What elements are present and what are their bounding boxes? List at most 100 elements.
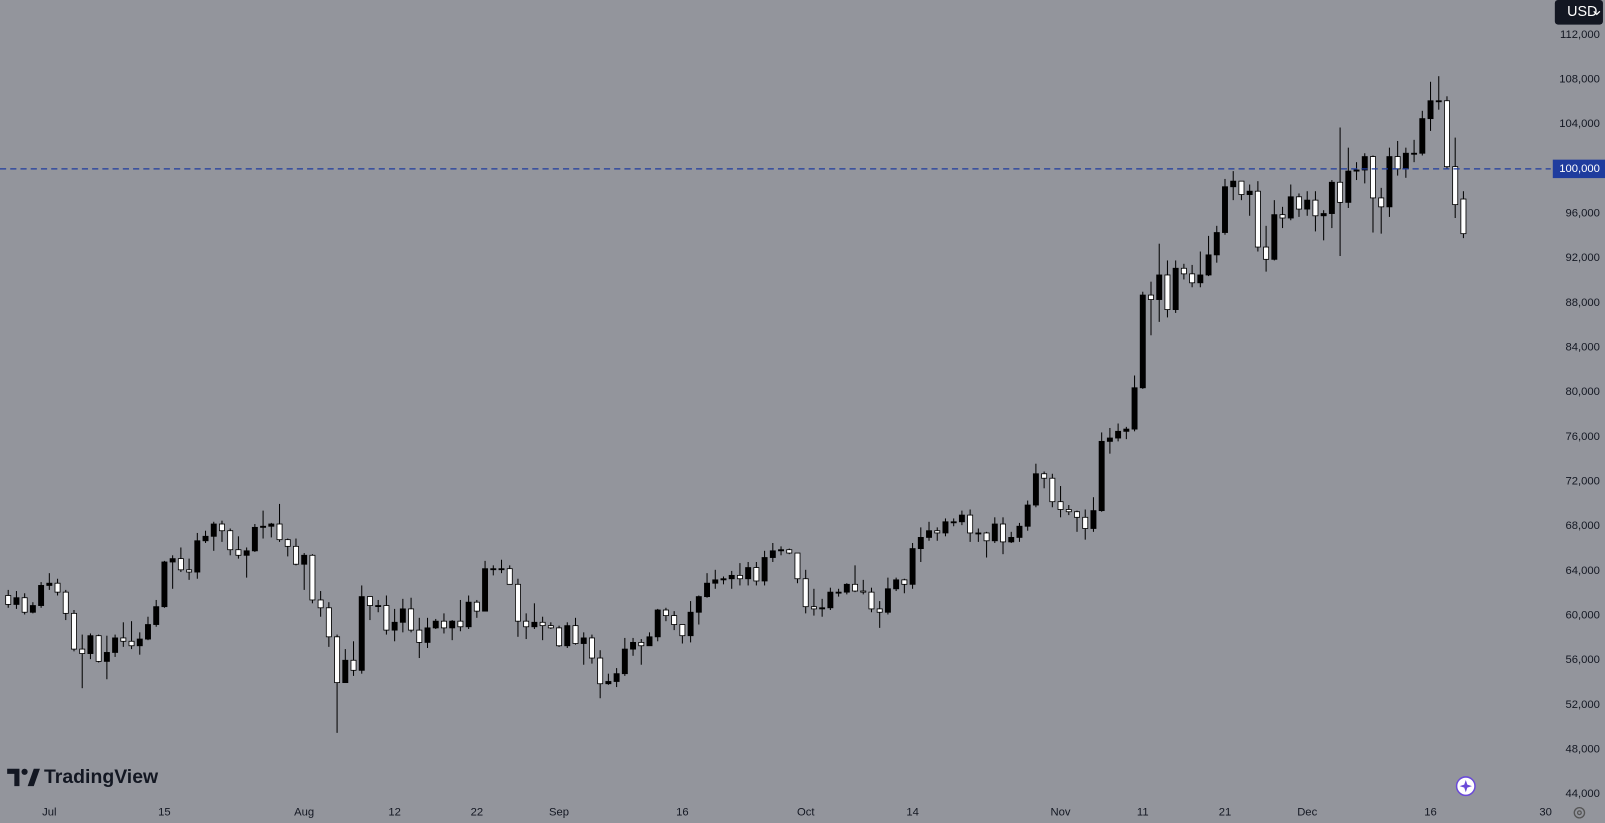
- candle-body: [1057, 501, 1064, 510]
- candle-body: [440, 620, 447, 629]
- candle-body: [260, 525, 267, 528]
- y-tick-label: 104,000: [1559, 118, 1600, 130]
- candle-body: [1411, 152, 1418, 155]
- candle-body: [588, 637, 595, 659]
- candle-body: [761, 557, 768, 582]
- candle-body: [1082, 516, 1089, 529]
- candle-body: [457, 620, 464, 628]
- y-tick-label: 84,000: [1565, 342, 1599, 354]
- currency-button[interactable]: USD: [1554, 0, 1603, 25]
- y-tick-label: 108,000: [1559, 73, 1600, 85]
- candle-body: [942, 521, 949, 534]
- logo-text: TradingView: [44, 766, 159, 788]
- candle-body: [202, 535, 209, 542]
- candle-body: [268, 523, 275, 527]
- candle-body: [720, 578, 727, 581]
- candle-body: [1419, 118, 1426, 154]
- candle-body: [1065, 509, 1072, 513]
- candle-body: [580, 637, 587, 644]
- y-tick-label: 44,000: [1565, 788, 1599, 800]
- candle-body: [161, 561, 168, 608]
- candle-body: [671, 615, 678, 625]
- candle-body: [145, 624, 151, 640]
- candle-body: [391, 621, 398, 631]
- x-tick-label: 16: [676, 807, 689, 819]
- y-tick-label: 68,000: [1565, 520, 1599, 532]
- candle-body: [29, 605, 36, 613]
- candle-body: [950, 521, 957, 524]
- candle-body: [71, 612, 77, 650]
- candle-body: [852, 583, 858, 592]
- currency-button-bg: [1554, 0, 1603, 25]
- candle-body: [13, 597, 20, 605]
- candle-body: [1156, 274, 1163, 300]
- candle-body: [432, 620, 439, 629]
- candle-body: [794, 552, 801, 580]
- candle-body: [416, 629, 423, 643]
- candle-body: [523, 620, 530, 628]
- candle-body: [868, 591, 875, 610]
- candle-body: [810, 606, 817, 610]
- candle-body: [1246, 190, 1253, 195]
- candle-body: [375, 605, 382, 607]
- candle-body: [399, 608, 406, 623]
- candle-body: [926, 530, 932, 538]
- candle-body: [884, 588, 891, 613]
- assistant-star: [1459, 779, 1472, 793]
- candle-body: [1452, 166, 1459, 206]
- x-tick-label: Nov: [1051, 807, 1071, 819]
- candle-body: [79, 648, 86, 654]
- settings-gear: [1573, 806, 1586, 819]
- candle-body: [556, 627, 563, 647]
- candle-body: [704, 582, 711, 598]
- y-tick-label: 88,000: [1565, 297, 1599, 309]
- y-tick-label: 96,000: [1565, 208, 1599, 220]
- candle-body: [95, 635, 102, 662]
- candle-body: [1172, 267, 1179, 311]
- candle-body: [514, 583, 521, 622]
- candle-body: [917, 537, 924, 549]
- candle-body: [679, 624, 686, 637]
- candle-body: [1386, 156, 1393, 208]
- candle-body: [983, 532, 990, 542]
- candle-body: [909, 548, 916, 585]
- assistant-icon[interactable]: [1455, 776, 1476, 797]
- candle-body: [901, 579, 908, 585]
- candle-body: [769, 550, 776, 558]
- candle-body: [786, 549, 793, 554]
- candle-body: [646, 636, 653, 647]
- candle-body: [564, 625, 571, 647]
- candle-body: [827, 591, 834, 609]
- candle-body: [1180, 267, 1187, 275]
- y-tick-label: 60,000: [1565, 610, 1599, 622]
- candle-body: [630, 641, 637, 650]
- candle-body: [424, 627, 431, 643]
- candle-body: [473, 601, 480, 612]
- candle-body: [465, 601, 472, 628]
- candle-body: [1016, 525, 1023, 538]
- x-tick-label: Dec: [1297, 807, 1317, 819]
- candle-body: [342, 659, 349, 684]
- candle-body: [1090, 510, 1097, 529]
- candle-body: [1197, 274, 1204, 284]
- candle-body: [38, 585, 45, 606]
- candle-body: [136, 638, 143, 647]
- candle-body: [490, 568, 497, 571]
- candle-body: [893, 579, 900, 590]
- candle-body: [876, 608, 883, 613]
- price-line-label: 100,000: [1559, 163, 1600, 175]
- candle-body: [1106, 437, 1113, 442]
- candle-body: [1049, 477, 1056, 503]
- candle-body: [736, 574, 743, 580]
- candle-body: [605, 681, 612, 685]
- candle-body: [1328, 181, 1335, 214]
- x-tick-label: 22: [471, 807, 484, 819]
- candle-body: [1213, 232, 1220, 256]
- candle-body: [128, 640, 135, 647]
- candle-body: [1435, 100, 1442, 103]
- settings-icon[interactable]: [1573, 806, 1586, 819]
- candle-body: [325, 607, 332, 638]
- y-tick-label: 76,000: [1565, 431, 1599, 443]
- candle-body: [1008, 537, 1015, 543]
